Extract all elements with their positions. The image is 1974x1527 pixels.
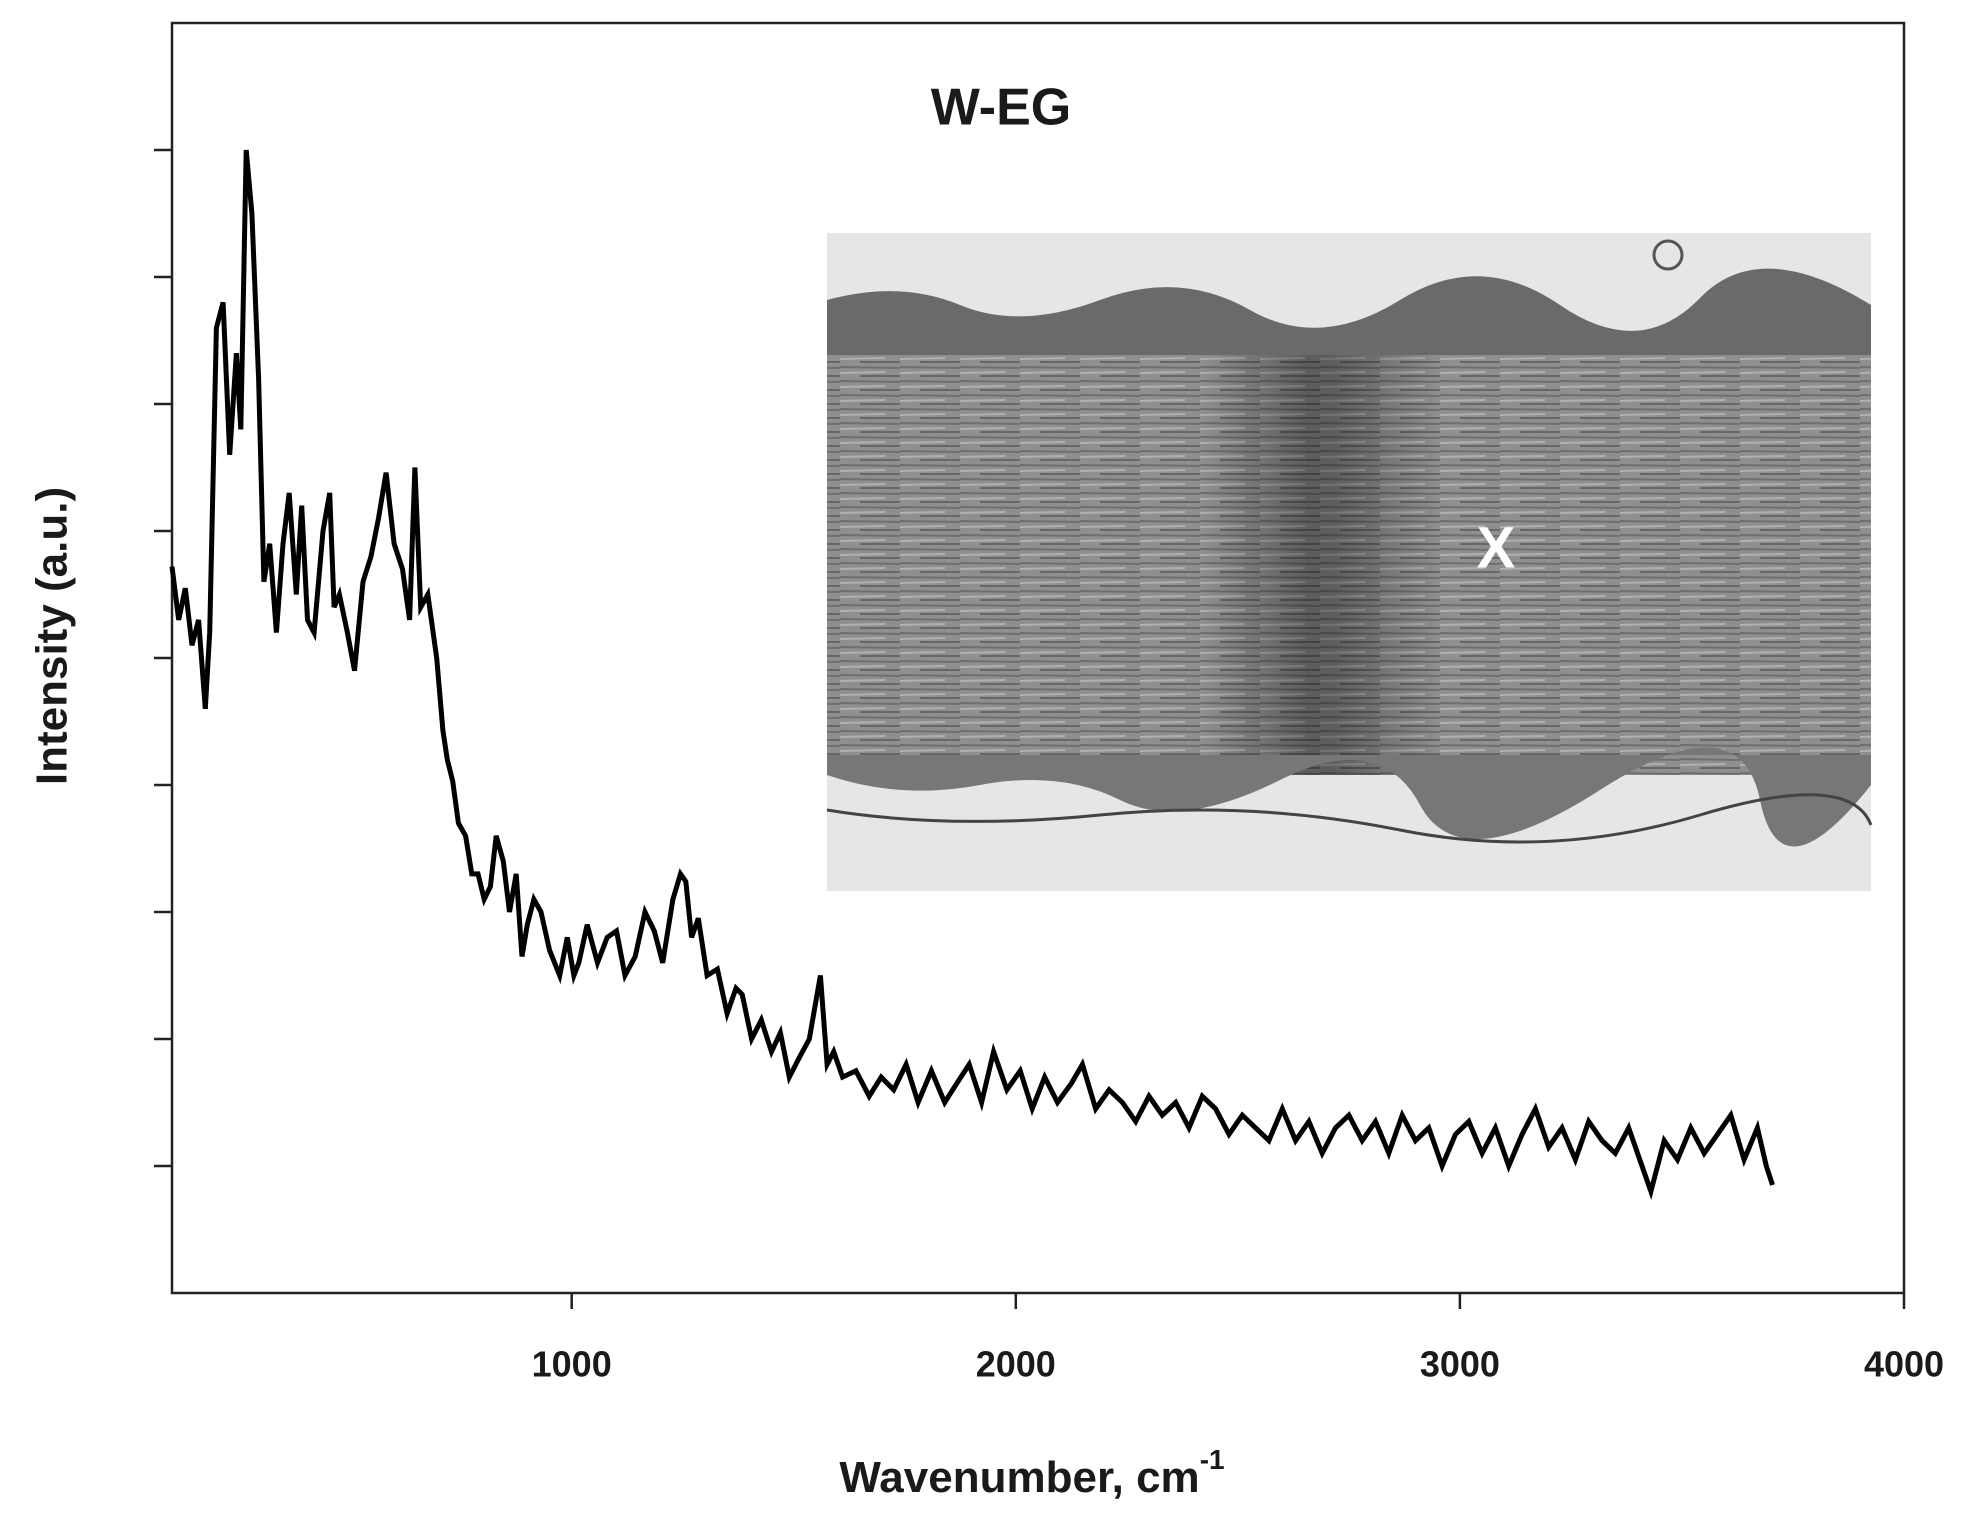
x-tick-label: 1000 xyxy=(532,1344,612,1385)
x-tick-label: 4000 xyxy=(1864,1344,1944,1385)
x-axis-title: Wavenumber, cm-1 xyxy=(839,1444,1224,1501)
chart-title: W-EG xyxy=(931,79,1072,137)
spectrum-line xyxy=(169,149,1775,1200)
x-axis-title-text: Wavenumber, cm xyxy=(839,1453,1199,1502)
x-axis-title-superscript: -1 xyxy=(1200,1444,1225,1475)
x-tick-label: 2000 xyxy=(976,1344,1056,1385)
y-axis-title: Intensity (a.u.) xyxy=(28,487,77,785)
x-tick-label: 3000 xyxy=(1420,1344,1500,1385)
inset-marker: X xyxy=(1477,515,1516,580)
inset-photo xyxy=(826,233,1873,891)
